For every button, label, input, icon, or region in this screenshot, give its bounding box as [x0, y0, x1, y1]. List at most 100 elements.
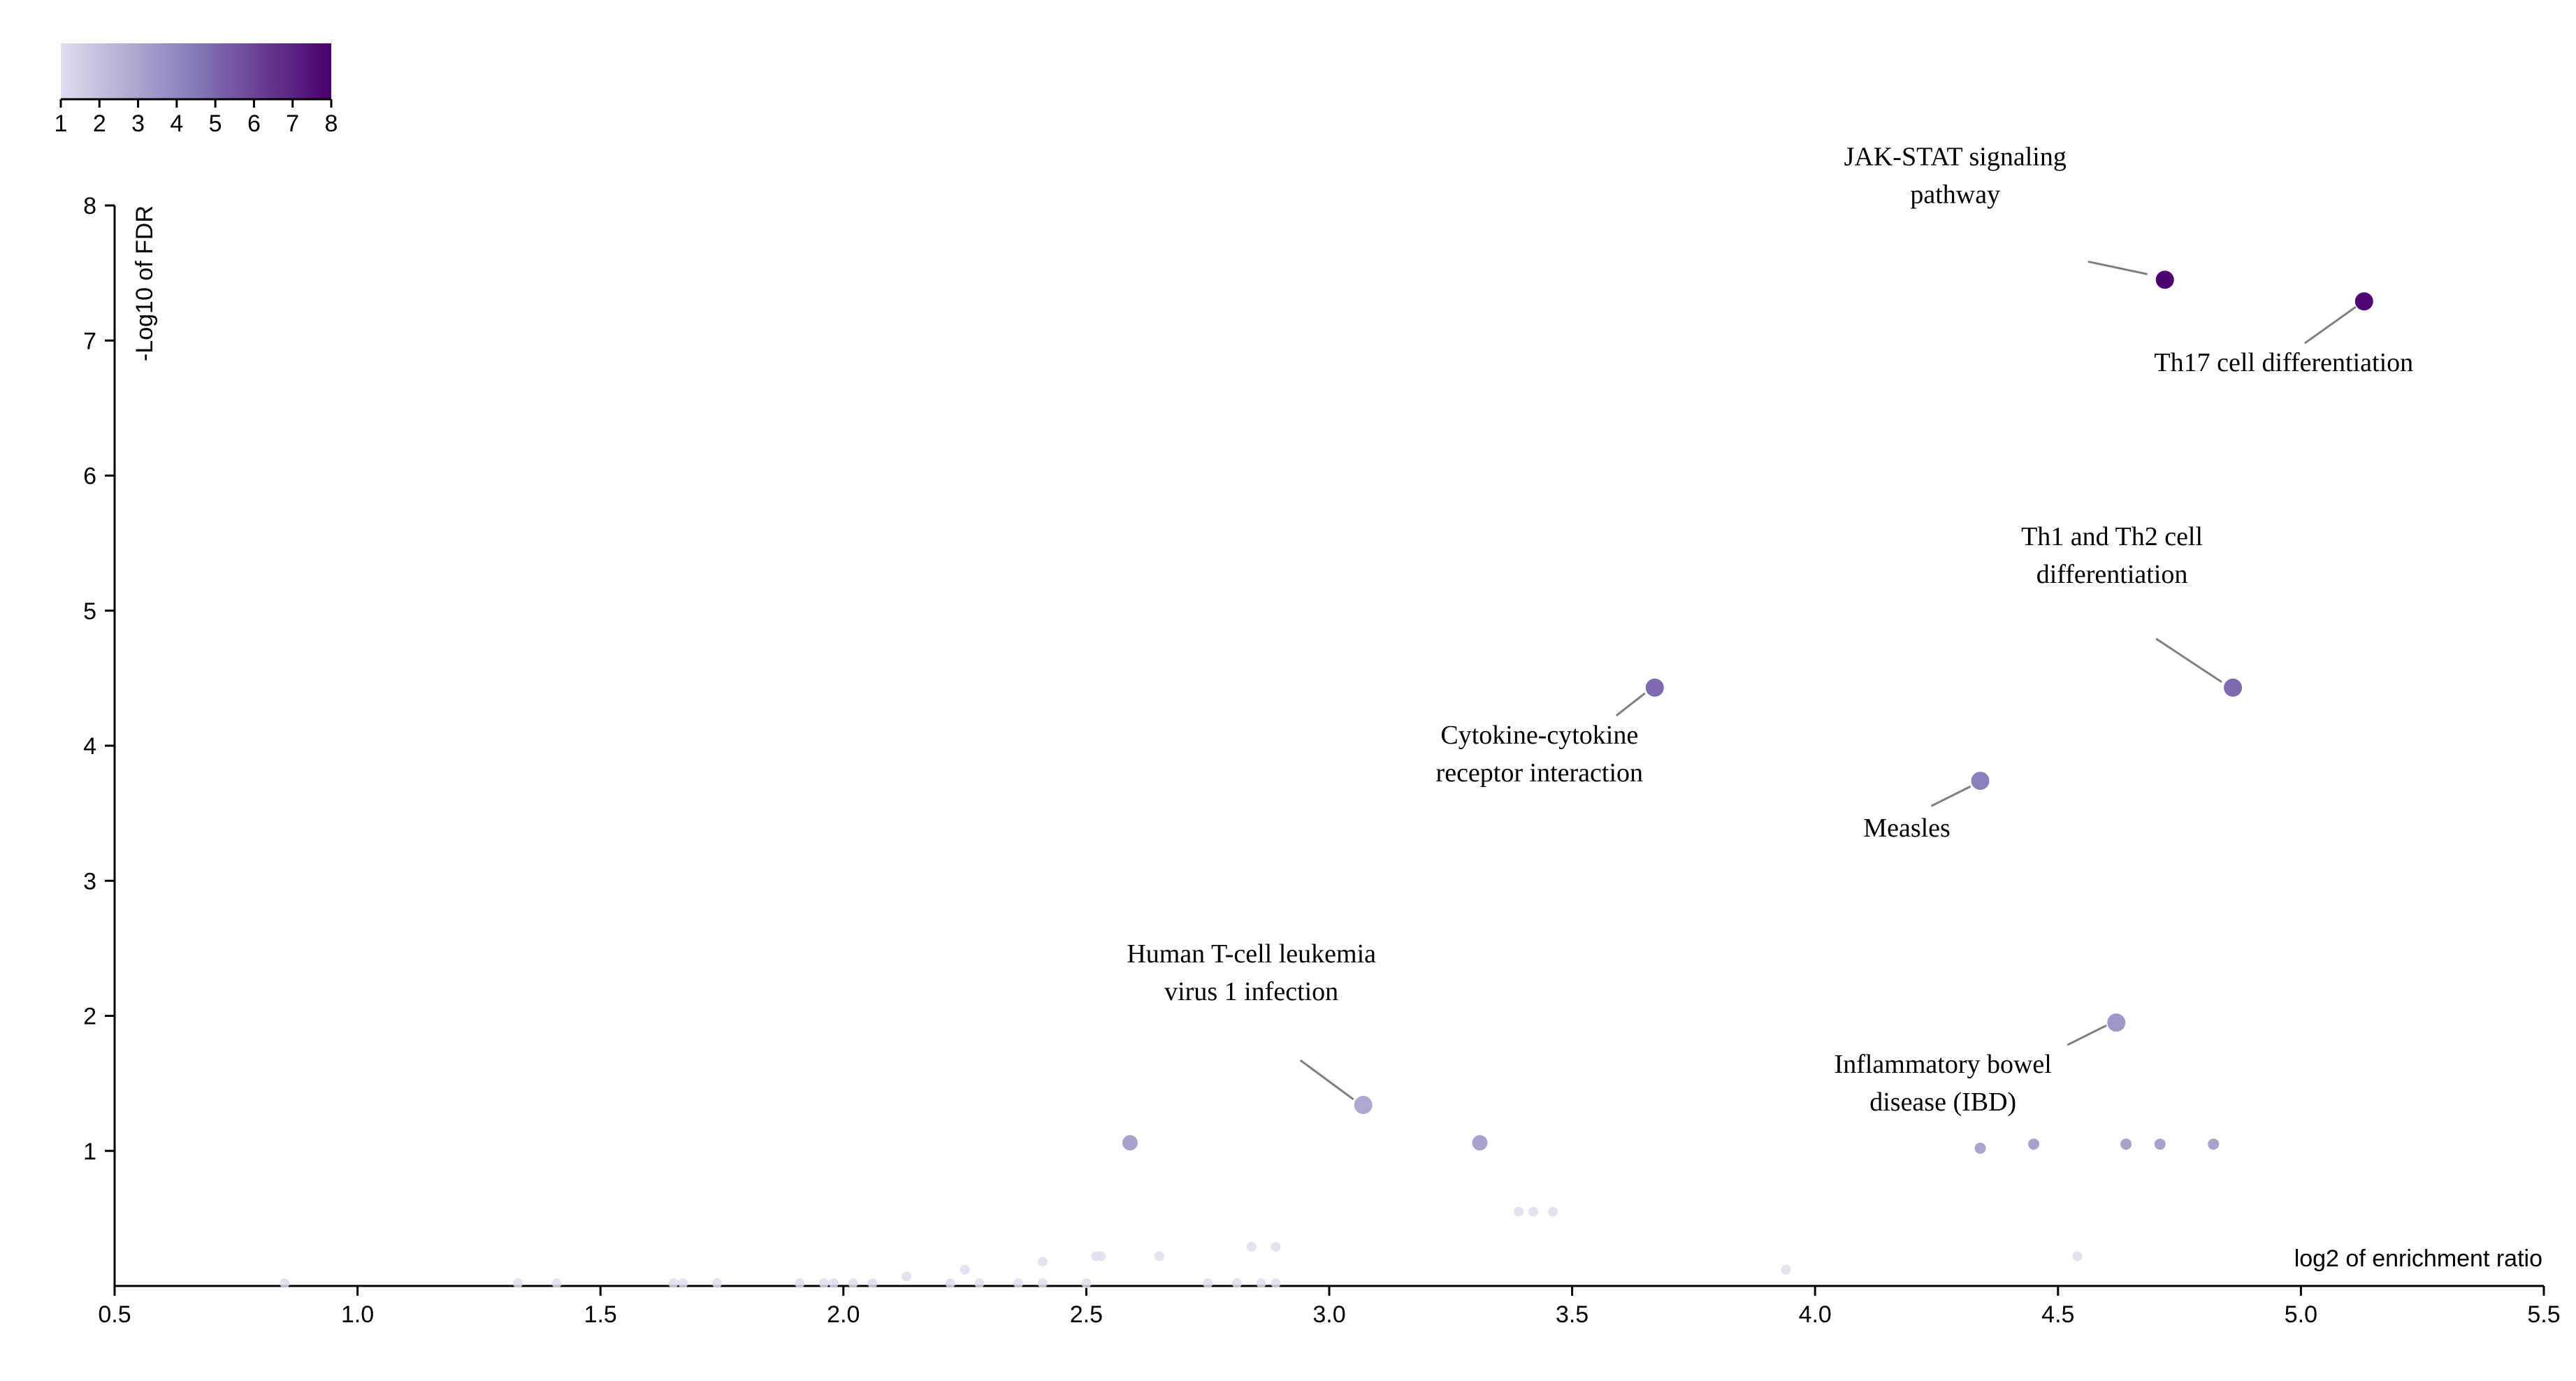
color-scale-tick-label: 3: [131, 110, 145, 137]
y-axis-ticks: 1 2 3 4 5 6 7 8: [83, 193, 115, 1165]
data-point: [1122, 1135, 1138, 1151]
x-tick-label: 4.5: [2041, 1301, 2074, 1328]
data-point: [1096, 1251, 1106, 1261]
data-point: [551, 1278, 562, 1289]
data-point: [960, 1264, 970, 1275]
data-point: [2154, 1138, 2166, 1150]
color-scale-tick-label: 2: [93, 110, 106, 137]
color-scale-tick-label: 7: [286, 110, 299, 137]
leader-line: [1615, 692, 1646, 717]
data-point: [1246, 1241, 1257, 1252]
data-point: [1037, 1278, 1048, 1289]
highlighted-data-point: [1645, 678, 1664, 697]
pathway-label: receptor interaction: [1436, 758, 1643, 788]
data-point: [1472, 1135, 1488, 1151]
scatter-points: [280, 1135, 2220, 1289]
data-point: [2072, 1251, 2083, 1261]
data-point: [513, 1278, 523, 1289]
data-point: [1514, 1206, 1524, 1217]
y-axis-title: -Log10 of FDR: [131, 205, 158, 361]
labeled-point: Th1 and Th2 cell differentiation: [2021, 522, 2243, 697]
data-point: [1974, 1142, 1986, 1154]
data-point: [280, 1278, 290, 1289]
data-point: [2208, 1138, 2220, 1150]
color-scale-tick-label: 5: [209, 110, 222, 137]
leader-line: [2087, 260, 2148, 275]
labeled-point: Human T-cell leukemia virus 1 infection: [1127, 939, 1376, 1115]
data-point: [1013, 1278, 1024, 1289]
color-scale-bar: [61, 43, 331, 99]
data-point: [1037, 1257, 1048, 1267]
color-scale-tick-label: 8: [325, 110, 338, 137]
highlighted-data-point: [1354, 1096, 1373, 1115]
highlighted-data-point: [2354, 292, 2373, 311]
y-tick-label: 3: [83, 868, 96, 895]
leader-line: [2155, 637, 2222, 684]
pathway-label: Inflammatory bowel: [1835, 1050, 2052, 1079]
pathway-label: virus 1 infection: [1164, 977, 1338, 1006]
labeled-point: Th17 cell differentiation: [2154, 292, 2413, 377]
data-point: [668, 1278, 679, 1289]
x-tick-label: 3.5: [1556, 1301, 1589, 1328]
labeled-point: JAK-STAT signaling pathway: [1844, 142, 2174, 289]
leader-line: [1299, 1059, 1354, 1101]
y-tick-label: 6: [83, 463, 96, 490]
data-point: [1203, 1278, 1213, 1289]
data-point: [1271, 1241, 1281, 1252]
x-tick-label: 4.0: [1799, 1301, 1832, 1328]
data-point: [1781, 1264, 1791, 1275]
pathway-label: disease (IBD): [1869, 1087, 2016, 1117]
color-scale-tick-label: 1: [55, 110, 68, 137]
pathway-label: JAK-STAT signaling: [1844, 142, 2067, 171]
labeled-point: Cytokine-cytokine receptor interaction: [1436, 678, 1664, 788]
highlighted-data-point: [2224, 678, 2243, 697]
x-tick-label: 5.0: [2285, 1301, 2317, 1328]
pathway-label: Measles: [1863, 814, 1951, 843]
highlighted-data-point: [2107, 1013, 2126, 1032]
x-tick-label: 1.5: [584, 1301, 617, 1328]
data-point: [2028, 1138, 2040, 1150]
color-scale-tick-label: 4: [170, 110, 183, 137]
pathway-label: Th1 and Th2 cell: [2021, 522, 2203, 551]
pathway-label: Human T-cell leukemia: [1127, 939, 1376, 969]
data-point: [902, 1271, 912, 1282]
data-point: [945, 1278, 955, 1289]
data-point: [1081, 1278, 1092, 1289]
data-point: [2120, 1138, 2132, 1150]
leader-line: [2303, 305, 2357, 345]
data-point: [712, 1278, 723, 1289]
data-point: [818, 1278, 829, 1289]
x-axis-ticks: 0.5 1.0 1.5 2.0 2.5 3.0 3.5 4.0 4.5 5.0 5.5: [98, 1286, 2561, 1328]
x-axis-title: log2 of enrichment ratio: [2294, 1245, 2542, 1272]
x-tick-label: 2.5: [1070, 1301, 1103, 1328]
pathway-label: differentiation: [2036, 560, 2188, 589]
data-point: [795, 1278, 805, 1289]
data-point: [828, 1278, 839, 1289]
data-point: [1256, 1278, 1266, 1289]
x-tick-label: 1.0: [341, 1301, 374, 1328]
color-scale-tick-label: 6: [247, 110, 261, 137]
data-point: [848, 1278, 858, 1289]
pathway-label: Th17 cell differentiation: [2154, 348, 2413, 377]
data-point: [1271, 1278, 1281, 1289]
x-tick-label: 2.0: [827, 1301, 860, 1328]
pathway-label: pathway: [1910, 180, 2000, 209]
data-point: [1547, 1206, 1558, 1217]
y-tick-label: 8: [83, 193, 96, 219]
highlighted-data-point: [1971, 772, 1990, 790]
data-point: [1528, 1206, 1538, 1217]
x-tick-label: 0.5: [98, 1301, 131, 1328]
y-tick-label: 4: [83, 733, 96, 760]
labeled-pathways: JAK-STAT signaling pathway Th17 cell diffe…: [1127, 142, 2413, 1117]
y-tick-label: 2: [83, 1004, 96, 1030]
x-tick-label: 5.5: [2527, 1301, 2560, 1328]
data-point: [1231, 1278, 1242, 1289]
data-point: [974, 1278, 985, 1289]
data-point: [678, 1278, 688, 1289]
x-tick-label: 3.0: [1312, 1301, 1345, 1328]
labeled-point: Measles: [1863, 772, 1990, 843]
y-tick-label: 1: [83, 1138, 96, 1165]
